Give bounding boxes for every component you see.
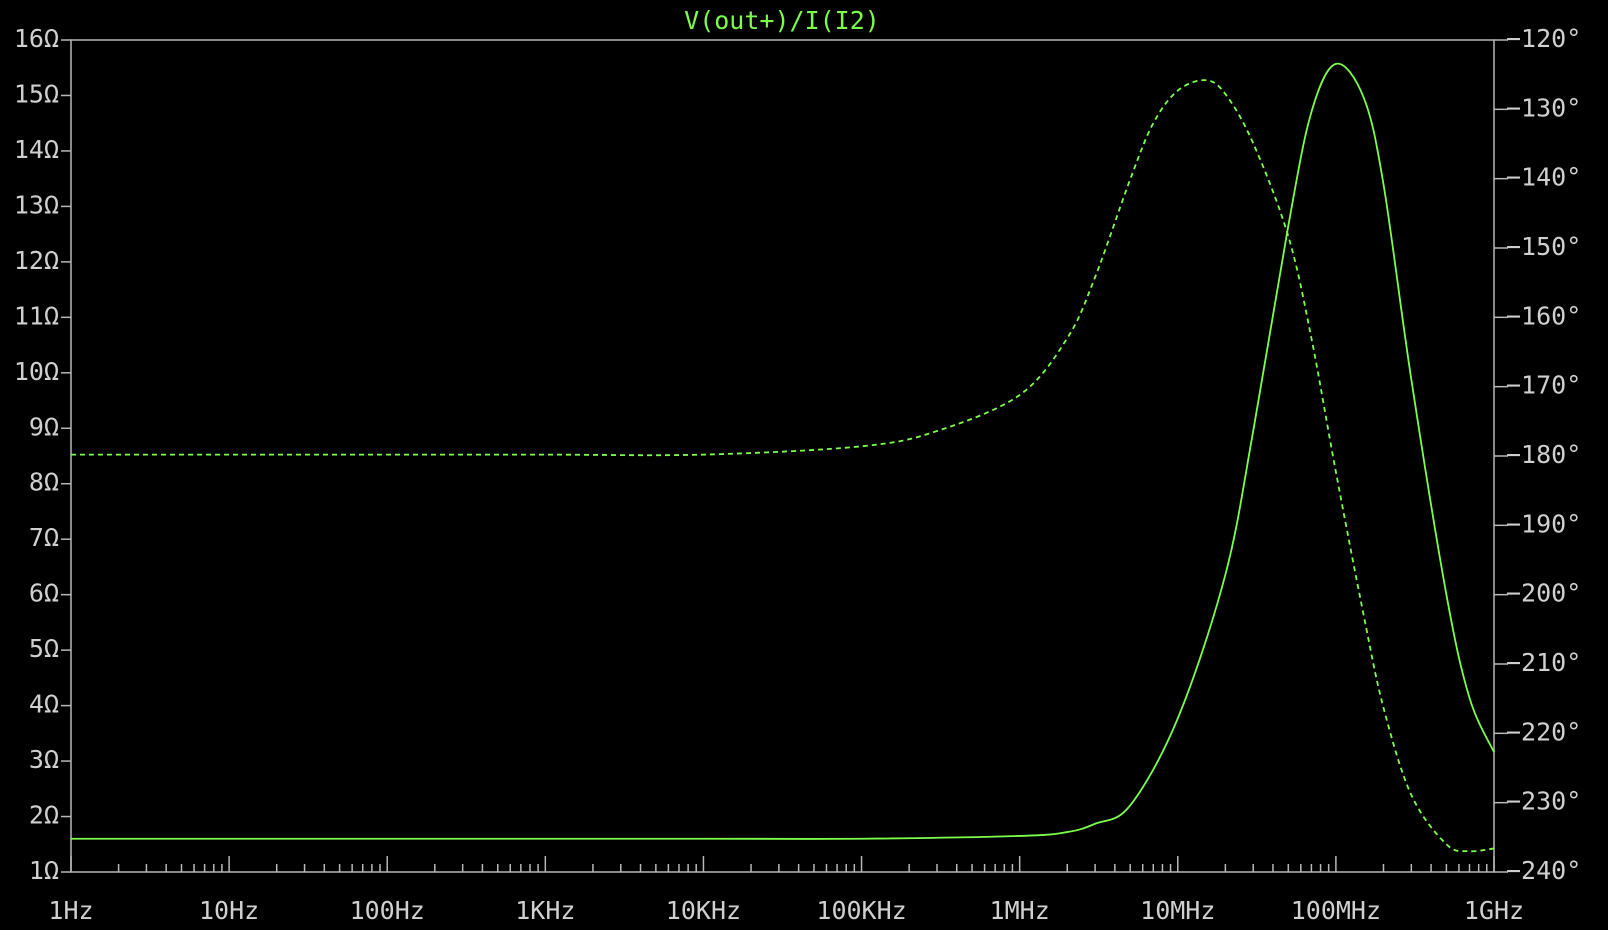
y2-tick-label: −240° <box>1506 856 1581 885</box>
y2-tick-label: −170° <box>1506 371 1581 400</box>
y2-tick-label: −120° <box>1506 24 1581 53</box>
y-tick-label: 13Ω <box>14 190 59 219</box>
y2-tick-label: −160° <box>1506 301 1581 330</box>
magnitude-line <box>71 62 1495 840</box>
y2-tick-label: −190° <box>1506 509 1581 538</box>
y2-tick-label: −210° <box>1506 648 1581 677</box>
y-tick-label: 9Ω <box>29 412 59 441</box>
x-tick-label: 10KHz <box>666 896 741 925</box>
x-tick-label: 1GHz <box>1464 896 1524 925</box>
x-tick-label: 1MHz <box>990 896 1050 925</box>
y-tick-label: 7Ω <box>29 523 59 552</box>
y-tick-label: 10Ω <box>14 357 59 386</box>
y-tick-label: 6Ω <box>29 579 59 608</box>
y-tick-label: 2Ω <box>29 801 59 830</box>
y-tick-label: 12Ω <box>14 246 59 275</box>
x-tick-label: 10MHz <box>1140 896 1215 925</box>
y-tick-label: 5Ω <box>29 634 59 663</box>
x-tick-label: 10Hz <box>199 896 259 925</box>
y2-tick-label: −130° <box>1506 93 1581 122</box>
y2-tick-label: −150° <box>1506 232 1581 261</box>
chart-title: V(out+)/I(I2) <box>684 6 880 35</box>
y-tick-label: 1Ω <box>29 856 59 885</box>
x-tick-label: 100KHz <box>816 896 906 925</box>
x-tick-label: 1KHz <box>515 896 575 925</box>
y-tick-label: 11Ω <box>14 301 59 330</box>
y-tick-label: 14Ω <box>14 135 59 164</box>
x-tick-label: 100Hz <box>350 896 425 925</box>
y2-tick-label: −230° <box>1506 787 1581 816</box>
x-tick-label: 100MHz <box>1291 896 1381 925</box>
y2-tick-label: −140° <box>1506 163 1581 192</box>
y2-tick-label: −200° <box>1506 579 1581 608</box>
x-tick-label: 1Hz <box>48 896 93 925</box>
y-tick-label: 3Ω <box>29 745 59 774</box>
y2-tick-label: −180° <box>1506 440 1581 469</box>
y2-tick-label: −220° <box>1506 717 1581 746</box>
plot-frame <box>70 39 1495 873</box>
y-tick-label: 4Ω <box>29 690 59 719</box>
y-tick-label: 16Ω <box>14 24 59 53</box>
y-tick-label: 15Ω <box>14 79 59 108</box>
y-tick-label: 8Ω <box>29 468 59 497</box>
phase-line <box>70 79 1495 853</box>
